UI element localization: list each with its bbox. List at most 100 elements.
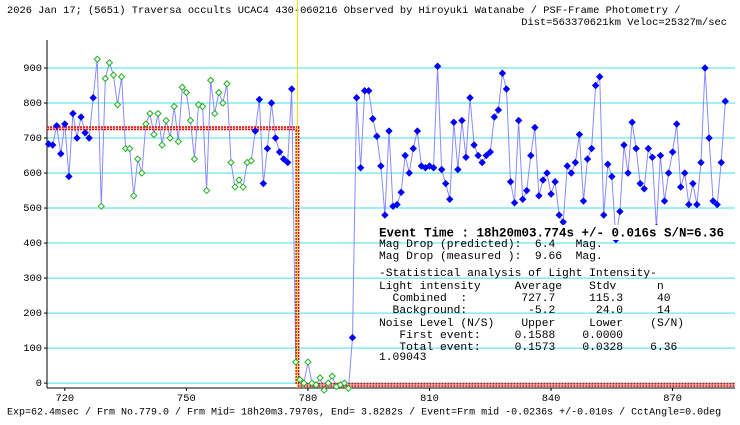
- data-point: [215, 88, 223, 97]
- data-point: [417, 162, 426, 170]
- data-point: [130, 192, 138, 200]
- y-tick-label: 200: [23, 308, 42, 320]
- data-point: [689, 179, 697, 188]
- data-point: [125, 144, 134, 153]
- x-tick-label: 810: [420, 393, 439, 405]
- data-point: [567, 169, 576, 177]
- data-point: [138, 169, 146, 177]
- data-point: [393, 200, 401, 209]
- data-point: [324, 379, 332, 387]
- data-point: [681, 169, 689, 177]
- data-point: [259, 179, 268, 188]
- data-point: [510, 199, 519, 207]
- data-point: [219, 99, 227, 107]
- data-point: [206, 76, 215, 84]
- y-tick-label: 500: [23, 203, 42, 215]
- data-point: [620, 141, 628, 149]
- data-point: [251, 127, 259, 135]
- data-point: [328, 372, 336, 380]
- data-point: [535, 192, 543, 200]
- data-point: [579, 197, 588, 205]
- data-point: [648, 153, 657, 161]
- data-point: [462, 153, 470, 161]
- annotation: Total event: 0.1573 0.0328 6.36: [379, 342, 678, 354]
- data-point: [117, 73, 126, 81]
- data-point: [178, 83, 187, 91]
- data-point: [57, 150, 65, 158]
- data-point: [575, 130, 584, 139]
- data-point: [506, 178, 515, 186]
- data-point: [502, 85, 511, 93]
- data-point: [142, 120, 150, 128]
- data-point: [571, 158, 580, 167]
- data-point: [316, 374, 324, 382]
- data-point: [235, 176, 243, 184]
- y-tick-label: 800: [23, 98, 42, 110]
- data-point: [466, 94, 474, 102]
- data-point: [377, 162, 385, 170]
- data-point: [413, 127, 422, 135]
- data-point: [93, 55, 101, 63]
- data-point: [433, 62, 442, 70]
- data-point: [587, 144, 596, 153]
- data-point: [198, 102, 207, 111]
- data-point: [227, 158, 235, 167]
- event-box: [377, 225, 729, 240]
- data-point: [202, 186, 211, 195]
- data-point: [600, 211, 608, 219]
- footer: Exp=62.4msec / Frm No.779.0 / Frm Mid= 1…: [7, 407, 721, 419]
- data-point: [470, 141, 478, 149]
- data-point: [194, 101, 203, 109]
- y-tick-label: 300: [23, 273, 42, 285]
- x-tick-label: 840: [542, 393, 561, 405]
- data-point: [701, 64, 709, 72]
- data-point: [713, 200, 721, 209]
- data-point: [48, 141, 57, 149]
- data-point: [283, 158, 292, 167]
- data-point: [275, 148, 284, 156]
- data-point: [697, 158, 705, 167]
- data-point: [482, 151, 490, 160]
- annotation: Background: -5.2 24.0 14: [379, 305, 671, 317]
- data-point: [81, 129, 89, 137]
- data-point: [231, 183, 239, 191]
- chart-title: 2026 Jan 17; (5651) Traversa occults UCA…: [7, 5, 680, 17]
- data-point: [551, 178, 559, 186]
- data-point: [373, 132, 381, 140]
- data-point: [664, 169, 673, 177]
- data-point: [263, 144, 272, 153]
- data-point: [182, 88, 191, 97]
- data-point: [101, 74, 110, 83]
- data-point: [676, 183, 685, 191]
- data-point: [292, 358, 300, 366]
- data-point: [450, 118, 458, 126]
- data-point: [186, 116, 195, 125]
- data-point: [61, 120, 69, 128]
- data-point: [369, 115, 377, 123]
- data-point: [134, 155, 142, 163]
- data-point: [381, 211, 389, 219]
- light-curve-line: [48, 59, 726, 392]
- data-point: [348, 333, 357, 342]
- data-point: [523, 186, 531, 195]
- data-point: [685, 200, 693, 209]
- data-point: [174, 137, 182, 146]
- data-point: [583, 155, 592, 163]
- data-point: [53, 122, 61, 130]
- annotation: Mag Drop (measured ): 9.66 Mag.: [379, 251, 603, 263]
- x-tick-label: 780: [299, 393, 318, 405]
- data-point: [154, 109, 162, 118]
- data-point: [166, 134, 174, 142]
- data-point: [668, 148, 677, 156]
- data-point: [717, 158, 725, 167]
- chart-subtitle: Dist=563370621km Veloc=25327m/sec: [521, 17, 727, 29]
- data-point: [531, 123, 539, 132]
- y-tick-label: 700: [23, 133, 42, 145]
- data-point: [474, 151, 482, 160]
- y-tick-label: 900: [23, 63, 42, 75]
- data-point: [547, 190, 555, 198]
- event-time: Event Time : 18h20m03.774s +/- 0.016s S/…: [379, 226, 724, 240]
- data-point: [604, 160, 612, 168]
- data-point: [211, 109, 219, 118]
